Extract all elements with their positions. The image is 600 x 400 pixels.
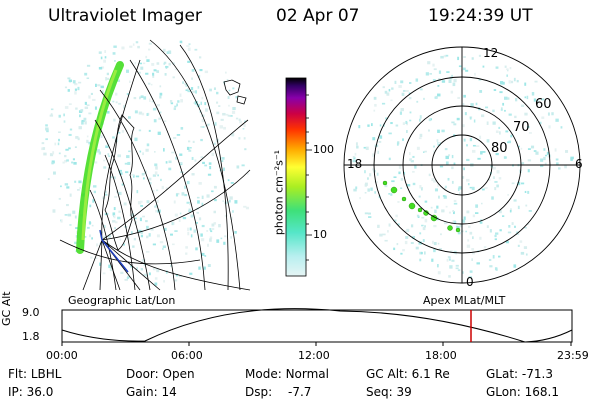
info-flt: Flt: LBHL [8, 367, 62, 381]
colorbar-tick-10: 10 [313, 228, 327, 241]
left-panel-label: Geographic Lat/Lon [68, 294, 176, 307]
lat-label-60: 60 [535, 97, 552, 112]
timeline-xtick-2: 12:00 [298, 349, 330, 362]
timeline-plot [61, 308, 573, 346]
colorbar [285, 77, 312, 277]
info-ip: IP: 36.0 [8, 385, 54, 399]
info-mode: Mode: Normal [245, 367, 329, 381]
info-dsp: Dsp: -7.7 [245, 385, 312, 399]
info-seq: Seq: 39 [366, 385, 412, 399]
polar-plot [343, 46, 581, 284]
timeline-xtick-1: 06:00 [171, 349, 203, 362]
date-label: 02 Apr 07 [276, 6, 360, 26]
geographic-image [41, 39, 251, 291]
time-label: 19:24:39 UT [428, 6, 533, 26]
info-gain: Gain: 14 [126, 385, 177, 399]
info-gc-alt: GC Alt: 6.1 Re [366, 367, 450, 381]
lat-label-80: 80 [491, 141, 508, 156]
mlt-label-18: 18 [347, 157, 363, 171]
timeline-ytick-low: 1.8 [22, 330, 40, 343]
timeline-xtick-3: 18:00 [425, 349, 457, 362]
timeline-xtick-4: 23:59 [557, 349, 589, 362]
info-glon: GLon: 168.1 [486, 385, 559, 399]
mlt-label-12: 12 [483, 46, 499, 60]
info-door: Door: Open [126, 367, 195, 381]
timeline-axis-label: GC Alt [0, 291, 13, 326]
info-glat: GLat: -71.3 [486, 367, 553, 381]
lat-label-70: 70 [513, 120, 530, 135]
instrument-title: Ultraviolet Imager [48, 6, 202, 26]
colorbar-unit-label: photon cm⁻²s⁻¹ [272, 149, 286, 236]
right-panel-label: Apex MLat/MLT [423, 294, 506, 307]
mlt-label-6: 6 [575, 157, 583, 171]
timeline-xtick-0: 00:00 [46, 349, 78, 362]
mlt-label-0: 0 [466, 275, 474, 289]
timeline-ytick-high: 9.0 [22, 306, 40, 319]
colorbar-tick-100: 100 [313, 143, 334, 156]
